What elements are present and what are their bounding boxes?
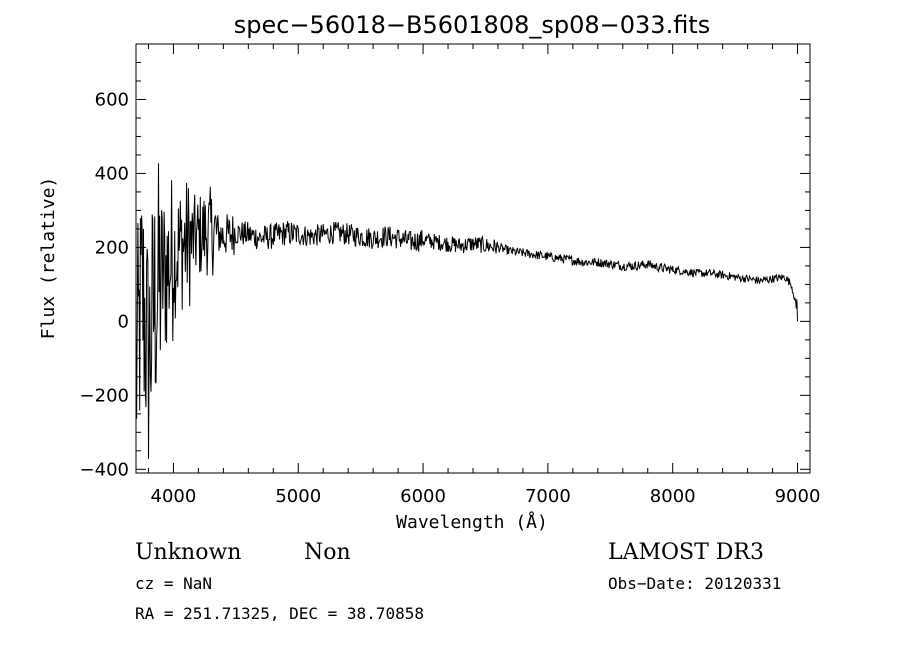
x-tick-label: 7000: [525, 486, 571, 507]
x-tick-label: 9000: [775, 486, 821, 507]
plot-frame: [135, 43, 811, 474]
x-axis-ticks: [147, 44, 799, 473]
chart-title: spec−56018−B5601808_sp08−033.fits: [234, 11, 710, 39]
y-tick-label: 0: [118, 311, 129, 332]
cz-text: cz = NaN: [135, 574, 212, 593]
x-tick-label: 5000: [275, 486, 321, 507]
obs-date-text: Obs−Date: 20120331: [608, 574, 781, 593]
y-tick-label: −400: [80, 459, 129, 480]
y-tick-label: 400: [95, 163, 129, 184]
x-tick-label: 8000: [650, 486, 696, 507]
y-axis-tick-labels: −400 −200 0 200 400 600: [80, 89, 129, 480]
series-group: [135, 163, 798, 460]
y-axis-label: Flux (relative): [38, 177, 59, 340]
x-tick-label: 6000: [400, 486, 446, 507]
x-tick-label: 4000: [151, 486, 197, 507]
spectrum-line: [135, 163, 798, 460]
coords-text: RA = 251.71325, DEC = 38.70858: [135, 604, 424, 623]
x-axis-label: Wavelength (Å): [396, 511, 548, 533]
y-tick-label: −200: [80, 385, 129, 406]
class-label: Unknown: [135, 540, 241, 565]
subclass-label: Non: [304, 540, 351, 565]
survey-label: LAMOST DR3: [608, 540, 764, 565]
y-tick-label: 600: [95, 89, 129, 110]
x-axis-tick-labels: 4000 5000 6000 7000 8000 9000: [151, 486, 821, 507]
y-axis-ticks: [136, 61, 810, 470]
y-tick-label: 200: [95, 237, 129, 258]
